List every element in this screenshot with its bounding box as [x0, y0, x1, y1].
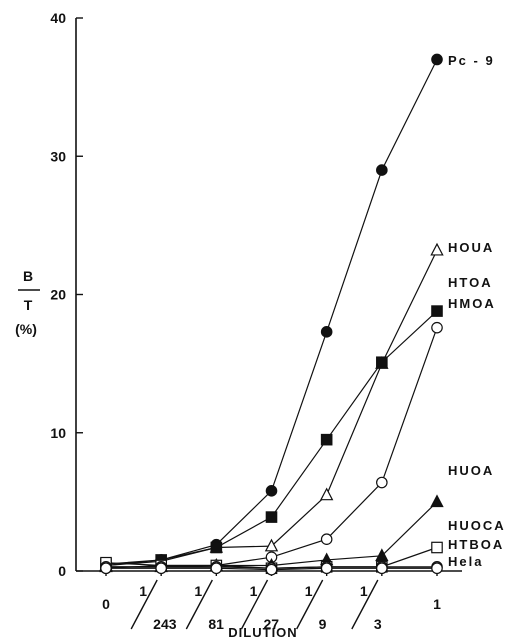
y-tick-label-1: 10: [50, 425, 66, 441]
series-labels: Pc - 9 HOUA HTOA HMOA HUOA HUOCA HTBOA Hela: [448, 53, 506, 569]
y-tick-label-3: 30: [50, 148, 66, 164]
point-houa-4: [319, 487, 334, 501]
point-houa-3: [264, 538, 279, 552]
point-hmoa-6: [431, 321, 443, 334]
point-huoa-6: [430, 494, 444, 508]
point-pc-9-5: [376, 164, 388, 176]
x-tick-denominator-2: 81: [208, 616, 224, 632]
point-hela-0: [100, 562, 112, 575]
point-htoa-6: [431, 305, 443, 317]
x-tick-slash-5: [351, 579, 379, 630]
point-hela-2: [210, 562, 223, 575]
x-tick-numerator-1: 1: [139, 583, 147, 599]
x-tick-denominator-5: 3: [374, 616, 382, 632]
ylabel-numerator: B: [23, 268, 33, 284]
point-pc-9-4: [320, 326, 333, 338]
series-label-huoa: HUOA: [448, 463, 494, 478]
point-hmoa-5: [376, 476, 388, 489]
series-hmoa: [100, 321, 443, 575]
x-axis-title: DILUTION: [228, 625, 297, 640]
ylabel-denominator: T: [24, 297, 33, 313]
series-label-hela: Hela: [448, 554, 483, 569]
point-htoa-3: [265, 511, 278, 523]
series-label-htboa: HTBOA: [448, 537, 504, 552]
x-tick-numerator-5: 1: [360, 583, 368, 599]
point-huoa-5: [375, 548, 389, 562]
x-tick-slash-1: [130, 579, 158, 630]
point-hela-4: [320, 562, 333, 575]
x-tick-slash-3: [240, 579, 269, 630]
point-htoa-2: [210, 541, 223, 554]
y-tick-label-0: 0: [58, 563, 66, 579]
point-pc-9-6: [431, 53, 443, 66]
x-tick-numerator-2: 1: [194, 583, 202, 599]
y-tick-label-4: 40: [50, 10, 66, 26]
point-houa-6: [430, 242, 444, 256]
point-hela-1: [155, 562, 167, 575]
point-htoa-4: [320, 433, 333, 446]
x-ticks: 0 1 243 1 81 1 27 1 9 1 3 1: [102, 571, 441, 632]
ylabel-unit: (%): [15, 321, 37, 337]
series-label-htoa: HTOA: [448, 275, 493, 290]
y-axis-label: B T (%): [15, 268, 40, 337]
series-line-htoa: [105, 310, 438, 565]
point-hela-5: [376, 562, 388, 575]
series-pc-9: [100, 53, 443, 572]
point-huoca-6: [431, 541, 443, 554]
x-tick-label-6: 1: [433, 596, 441, 612]
y-tick-label-2: 20: [50, 287, 66, 303]
x-tick-denominator-3: 27: [264, 616, 280, 632]
point-hela-3: [265, 563, 278, 576]
series-label-hmoa: HMOA: [448, 296, 496, 311]
series-hela: [100, 562, 443, 576]
series-label-huoca: HUOCA: [448, 518, 506, 533]
x-tick-label-0: 0: [102, 596, 110, 612]
y-ticks: 0 10 20 30 40: [50, 10, 83, 579]
point-htoa-5: [376, 356, 388, 369]
x-tick-denominator-4: 9: [319, 616, 327, 632]
point-pc-9-3: [265, 485, 278, 497]
series-label-pc-9: Pc - 9: [448, 53, 495, 68]
series-layer: [99, 53, 444, 576]
point-hmoa-4: [320, 533, 333, 546]
series-label-houa: HOUA: [448, 240, 494, 255]
x-tick-numerator-3: 1: [250, 583, 258, 599]
x-tick-slash-2: [185, 579, 213, 630]
point-hela-6: [431, 562, 443, 575]
x-tick-numerator-4: 1: [305, 583, 313, 599]
x-tick-slash-4: [296, 579, 324, 630]
x-tick-denominator-1: 243: [153, 616, 177, 632]
